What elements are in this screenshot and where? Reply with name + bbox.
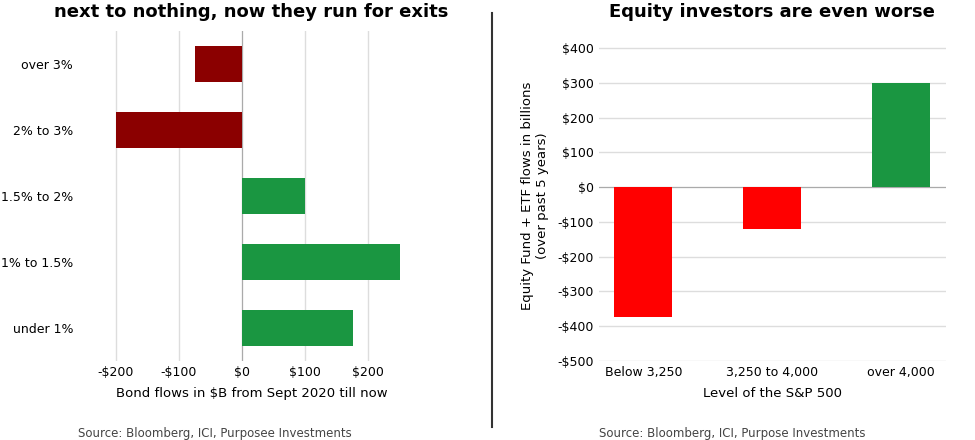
Bar xyxy=(743,187,801,229)
Y-axis label: Equity Fund + ETF flows in billions
(over past 5 years): Equity Fund + ETF flows in billions (ove… xyxy=(521,81,549,310)
Bar xyxy=(242,309,353,346)
Bar xyxy=(195,46,242,82)
Bar xyxy=(116,112,242,148)
Title: Investors piled into bonds when yielding
next to nothing, now they run for exits: Investors piled into bonds when yielding… xyxy=(46,0,457,21)
X-axis label: Bond flows in $B from Sept 2020 till now: Bond flows in $B from Sept 2020 till now xyxy=(116,387,387,400)
Bar xyxy=(614,187,673,317)
Text: Source: Bloomberg, ICI, Purposee Investments: Source: Bloomberg, ICI, Purposee Investm… xyxy=(78,427,352,440)
Bar xyxy=(872,83,930,187)
X-axis label: Level of the S&P 500: Level of the S&P 500 xyxy=(703,387,841,400)
Title: Equity investors are even worse: Equity investors are even worse xyxy=(609,3,935,21)
Bar xyxy=(242,178,305,214)
Bar xyxy=(242,244,400,280)
Text: Source: Bloomberg, ICI, Purpose Investments: Source: Bloomberg, ICI, Purpose Investme… xyxy=(599,427,865,440)
